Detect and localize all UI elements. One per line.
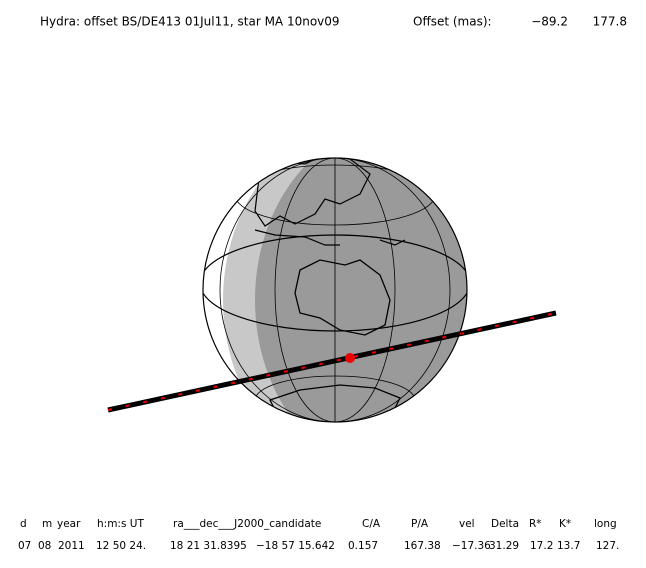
cell: 31.29 [489,540,519,552]
column-header: ra___dec___J2000_candidate [173,518,321,530]
cell: −17.36 [452,540,491,552]
data-table: d m year h:m:s UT ra___dec___J2000_candidate… [18,518,619,552]
cell: 2011 [58,540,85,552]
closest-approach [345,353,355,363]
column-header: Delta [491,518,519,530]
cell: 0.157 [348,540,378,552]
globe [202,157,468,423]
globe-outline [202,157,468,423]
column-header: P/A [411,518,429,530]
column-header: long [594,518,617,530]
offset-label: Offset (mas): [413,15,492,29]
antarctica [269,384,401,422]
cell: 12 50 24. [96,540,146,552]
cell: 13.7 [557,540,580,552]
column-header: K* [559,518,571,530]
cell: 127. [596,540,619,552]
cell: 18 21 31.8395 [170,540,247,552]
track-ticks [107,312,557,411]
column-header: m [42,518,52,530]
cell: 167.38 [404,540,441,552]
column-header: d [20,518,27,530]
cell: −18 57 15.642 [256,540,335,552]
cell: 08 [38,540,51,552]
column-header: h:m:s UT [97,518,144,530]
shadow-track [107,310,557,413]
column-header: C/A [362,518,381,530]
cell: 07 [18,540,31,552]
offset-x: −89.2 [531,15,568,29]
column-header: vel [459,518,475,530]
australia [294,259,391,336]
cell: 17.2 [530,540,553,552]
offset-y: 177.8 [593,15,627,29]
column-header: year [57,518,81,530]
column-header: R* [529,518,542,530]
title: Hydra: offset BS/DE413 01Jul11, star MA … [40,15,340,29]
